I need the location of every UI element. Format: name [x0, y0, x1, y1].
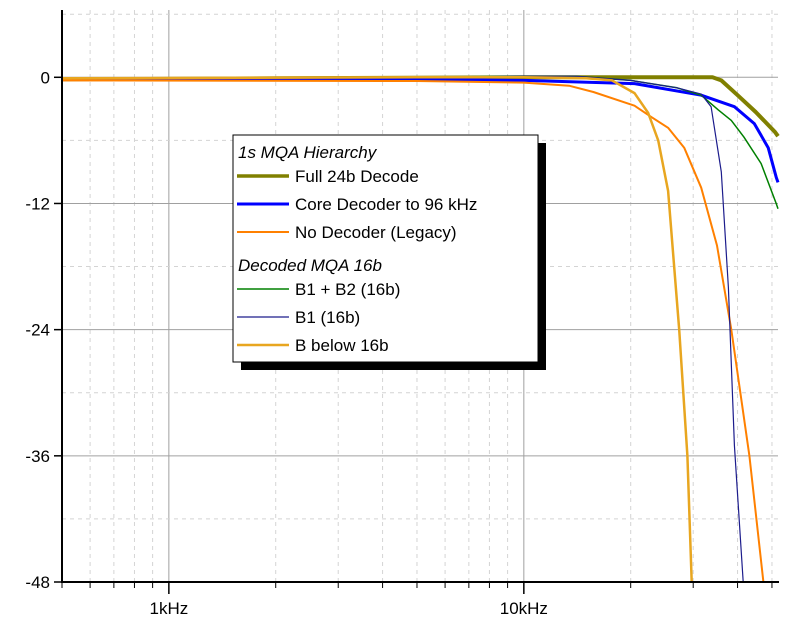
y-tick-label: -48 — [25, 573, 50, 592]
y-tick-labels: 0 -12 -24 -36 -48 — [25, 68, 50, 592]
legend-label: No Decoder (Legacy) — [295, 223, 457, 242]
legend-heading: Decoded MQA 16b — [238, 256, 382, 275]
legend-heading: 1s MQA Hierarchy — [238, 143, 378, 162]
legend-label: Full 24b Decode — [295, 167, 419, 186]
y-tick-label: -12 — [25, 194, 50, 213]
legend-box — [232, 134, 539, 363]
x-tick-label: 1kHz — [149, 599, 188, 618]
y-tick-label: -36 — [25, 447, 50, 466]
series-line — [62, 77, 780, 183]
x-tick-labels: 1kHz 10kHz — [149, 599, 547, 618]
legend: 1s MQA Hierarchy Full 24b Decode Core Dec… — [232, 134, 546, 370]
y-tick-label: 0 — [41, 68, 50, 87]
y-tick-label: -24 — [25, 321, 50, 340]
axes — [54, 10, 779, 594]
series-lines — [61, 75, 780, 583]
legend-label: B1 + B2 (16b) — [295, 280, 400, 299]
x-tick-label: 10kHz — [500, 599, 548, 618]
legend-label: Core Decoder to 96 kHz — [295, 195, 477, 214]
series-line — [61, 76, 693, 583]
legend-label: B1 (16b) — [295, 308, 360, 327]
legend-label: B below 16b — [295, 336, 389, 355]
